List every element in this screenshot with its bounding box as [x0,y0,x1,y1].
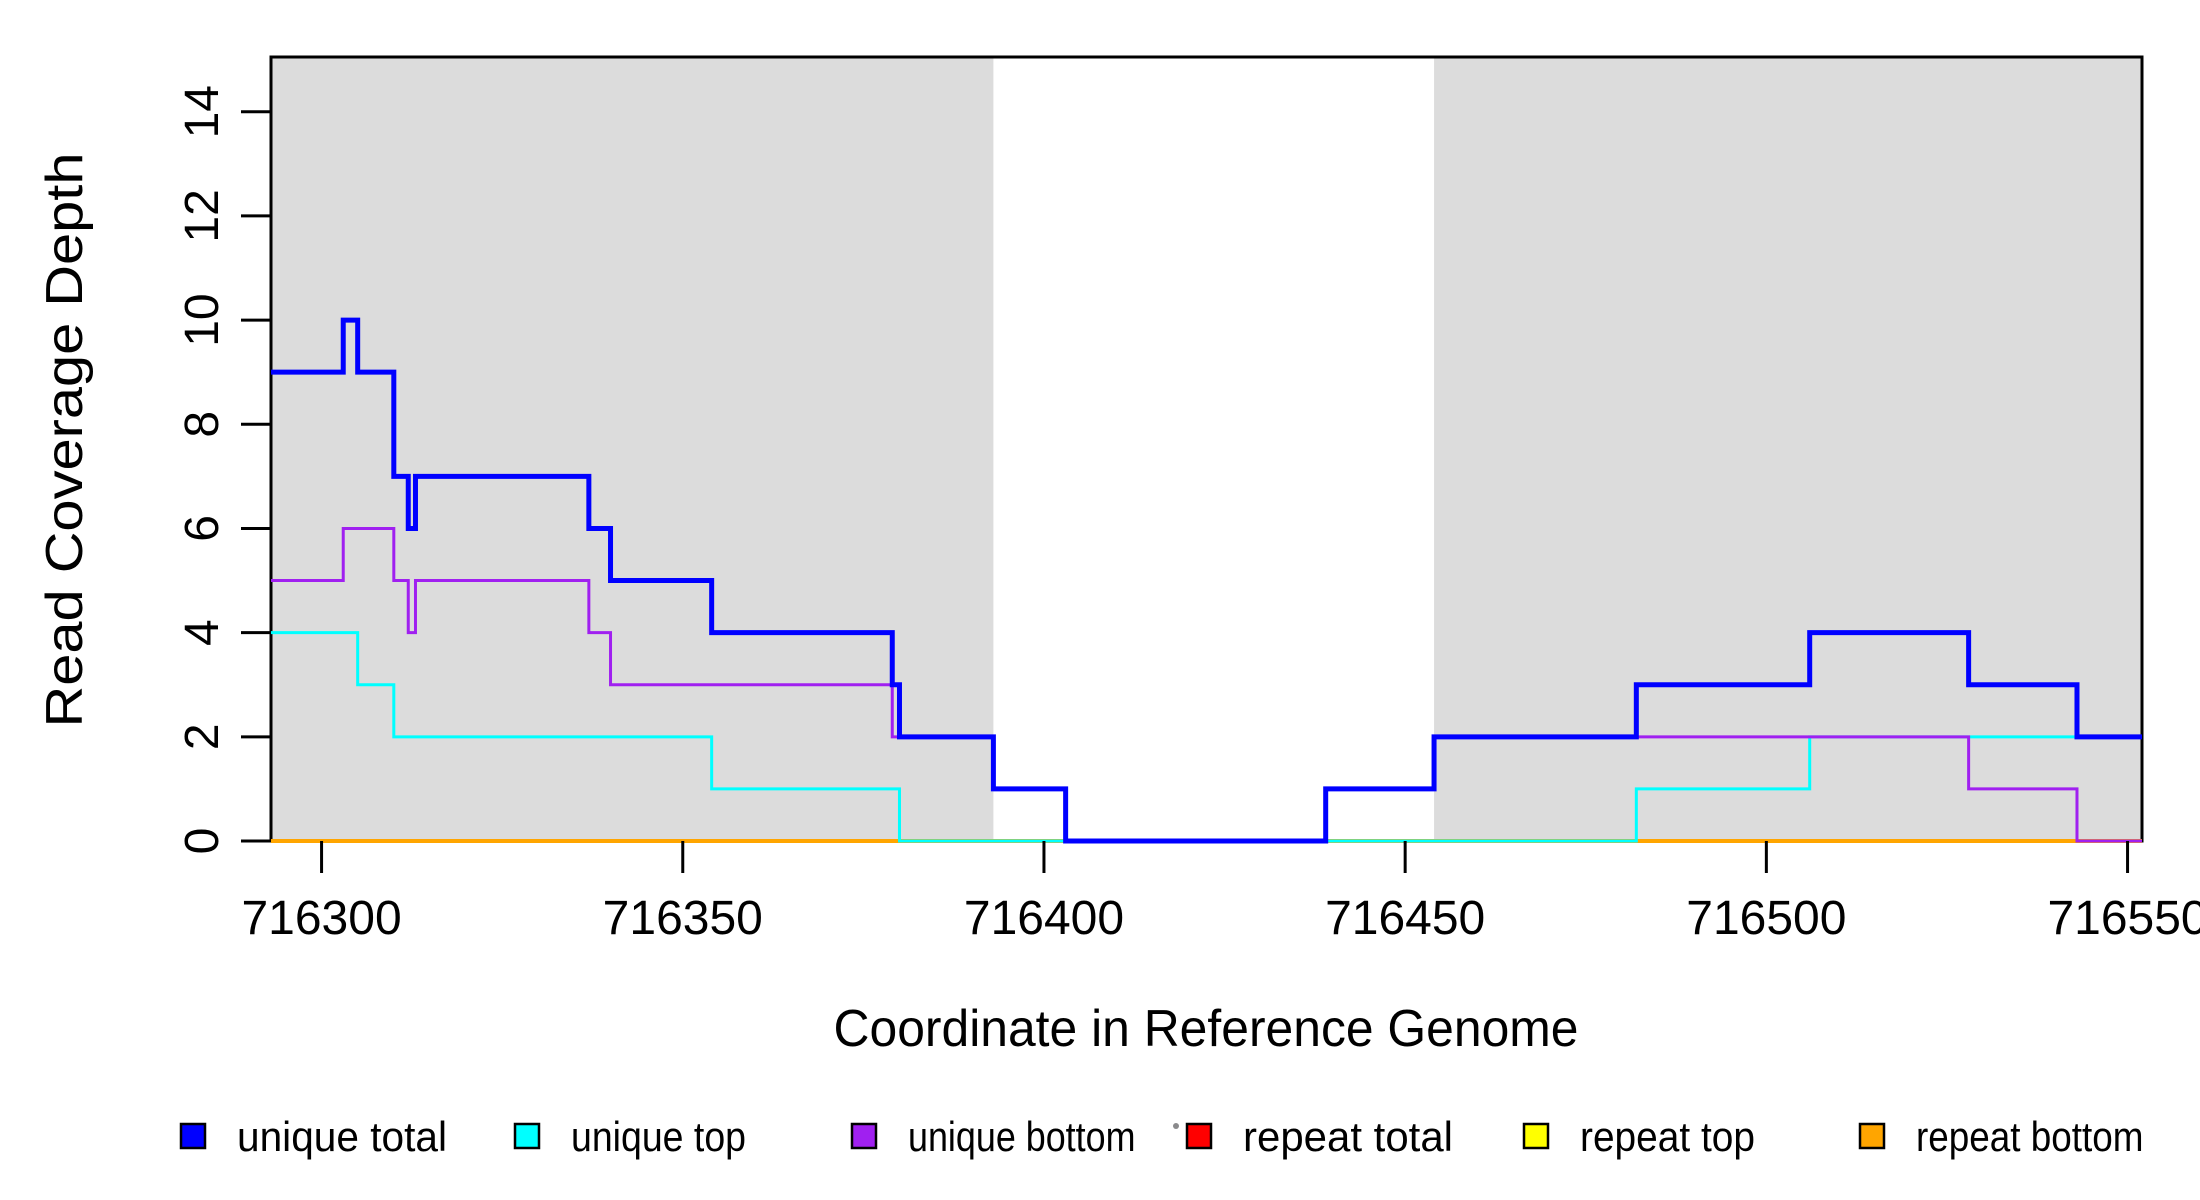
legend: unique total unique top unique bottom repea… [179,1113,2144,1160]
y-tick-label: 2 [176,723,229,750]
x-tick-label: 716350 [603,892,763,945]
shaded-region-right [1434,57,2142,841]
legend-label: unique total [237,1113,447,1160]
stray-dot [1173,1123,1179,1129]
legend-swatch [179,1122,207,1150]
legend-label: unique bottom [908,1113,1136,1160]
y-axis: 0 2 4 6 8 10 12 14 [176,85,271,854]
y-tick-label: 8 [176,411,229,438]
y-tick-label: 12 [176,189,229,242]
legend-swatch [1522,1122,1550,1150]
shaded-region-left [271,57,994,841]
legend-item-repeat-total: repeat total [1185,1113,1453,1160]
x-axis-title: Coordinate in Reference Genome [834,1000,1579,1058]
legend-item-unique-total: unique total [179,1113,447,1160]
series-unique-bottom [271,526,2142,843]
legend-item-unique-bottom: unique bottom [850,1113,1136,1160]
y-tick-label: 6 [176,515,229,542]
series-unique-total [271,317,2142,844]
x-tick-label: 716450 [1325,892,1485,945]
shaded-regions [271,57,2142,841]
series-unique-top [271,631,2142,843]
legend-swatch [513,1122,541,1150]
legend-label: repeat top [1580,1113,1755,1160]
legend-item-repeat-top: repeat top [1522,1113,1755,1160]
legend-swatch [850,1122,878,1150]
x-axis: 716300 716350 716400 716450 716500 716550 [241,841,2200,945]
y-tick-label: 4 [176,619,229,646]
y-axis-title: Read Coverage Depth [36,153,94,728]
legend-item-unique-top: unique top [513,1113,746,1160]
y-tick-label: 14 [176,85,229,138]
legend-label: repeat bottom [1916,1113,2144,1160]
x-tick-label: 716300 [241,892,401,945]
legend-label: repeat total [1243,1113,1453,1160]
legend-swatch [1185,1122,1213,1150]
y-tick-label: 0 [176,828,229,855]
legend-label: unique top [571,1113,746,1160]
x-tick-label: 716400 [964,892,1124,945]
legend-item-repeat-bottom: repeat bottom [1858,1113,2144,1160]
series-lines [271,317,2142,844]
x-tick-label: 716550 [2047,892,2200,945]
legend-swatch [1858,1122,1886,1150]
y-tick-label: 10 [176,293,229,346]
x-tick-label: 716500 [1686,892,1846,945]
